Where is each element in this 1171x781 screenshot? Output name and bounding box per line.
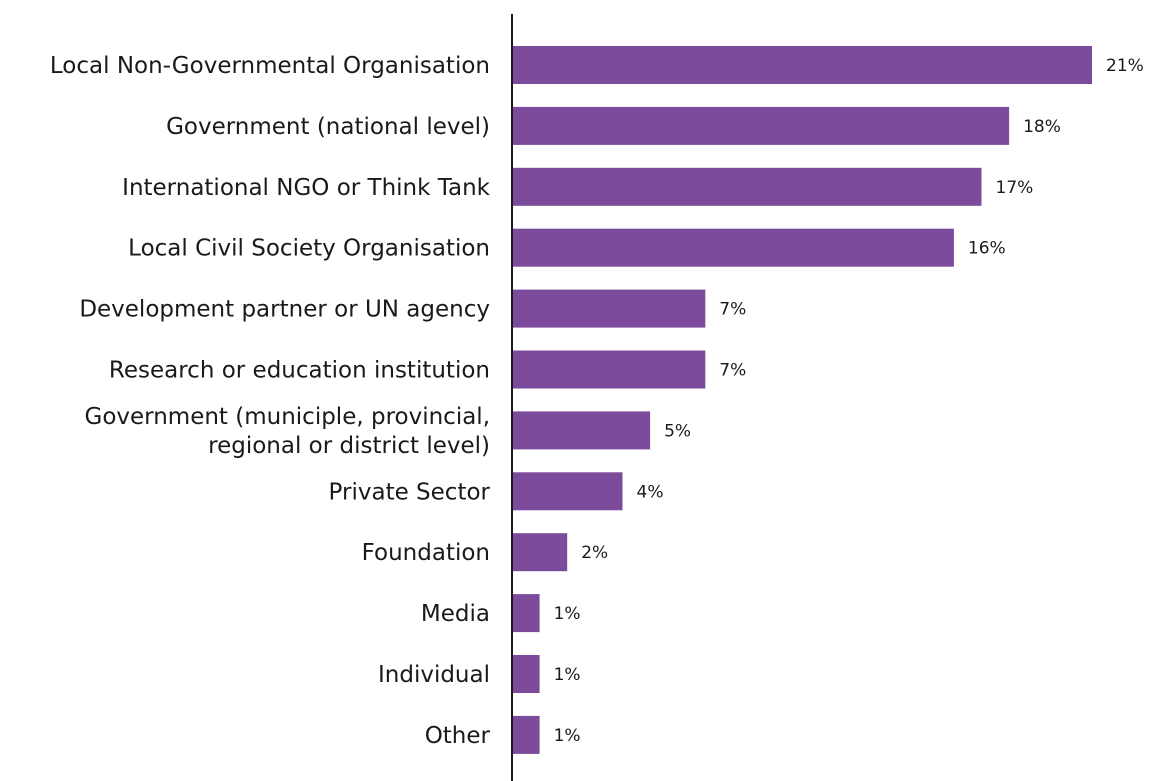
bars-group: [512, 46, 1092, 754]
value-label-0: 21%: [1106, 56, 1144, 76]
value-label-10: 1%: [554, 665, 581, 685]
bar-8: [512, 533, 568, 572]
category-label-10-line-0: Individual: [378, 662, 490, 688]
category-labels-group: Local Non-Governmental Organisation Gover…: [50, 53, 491, 749]
value-label-6: 5%: [664, 421, 691, 441]
value-label-7: 4%: [637, 482, 664, 502]
bar-11: [512, 715, 540, 754]
bar-3: [512, 228, 954, 267]
value-labels-group: 21% 18% 17% 16% 7% 7% 5% 4% 2% 1% 1% 1%: [554, 56, 1144, 746]
bar-1: [512, 106, 1010, 145]
bar-6: [512, 411, 651, 450]
value-label-3: 16%: [968, 239, 1006, 259]
bar-0: [512, 46, 1092, 84]
category-label-3-line-0: Local Civil Society Organisation: [128, 236, 490, 262]
value-label-2: 17%: [996, 178, 1034, 198]
category-label-5-line-0: Research or education institution: [109, 358, 490, 384]
value-label-4: 7%: [719, 300, 746, 320]
bar-7: [512, 472, 623, 511]
bar-9: [512, 594, 540, 633]
category-label-6-line-1: regional or district level): [208, 433, 490, 459]
value-label-8: 2%: [581, 543, 608, 563]
category-label-0-line-0: Local Non-Governmental Organisation: [50, 53, 490, 79]
value-label-11: 1%: [554, 726, 581, 746]
value-label-9: 1%: [554, 604, 581, 624]
category-label-4-line-0: Development partner or UN agency: [79, 297, 490, 323]
category-label-9-line-0: Media: [421, 601, 490, 627]
bar-4: [512, 289, 706, 328]
category-label-6-line-0: Government (municiple, provincial,: [85, 404, 491, 430]
category-label-1-line-0: Government (national level): [166, 114, 490, 140]
category-label-7-line-0: Private Sector: [329, 479, 491, 505]
category-label-11-line-0: Other: [425, 723, 491, 749]
category-label-2-line-0: International NGO or Think Tank: [122, 175, 491, 201]
value-label-5: 7%: [719, 361, 746, 381]
value-label-1: 18%: [1023, 117, 1061, 137]
bar-5: [512, 350, 706, 389]
bar-10: [512, 655, 540, 693]
bar-2: [512, 167, 982, 206]
category-label-8-line-0: Foundation: [362, 540, 490, 566]
